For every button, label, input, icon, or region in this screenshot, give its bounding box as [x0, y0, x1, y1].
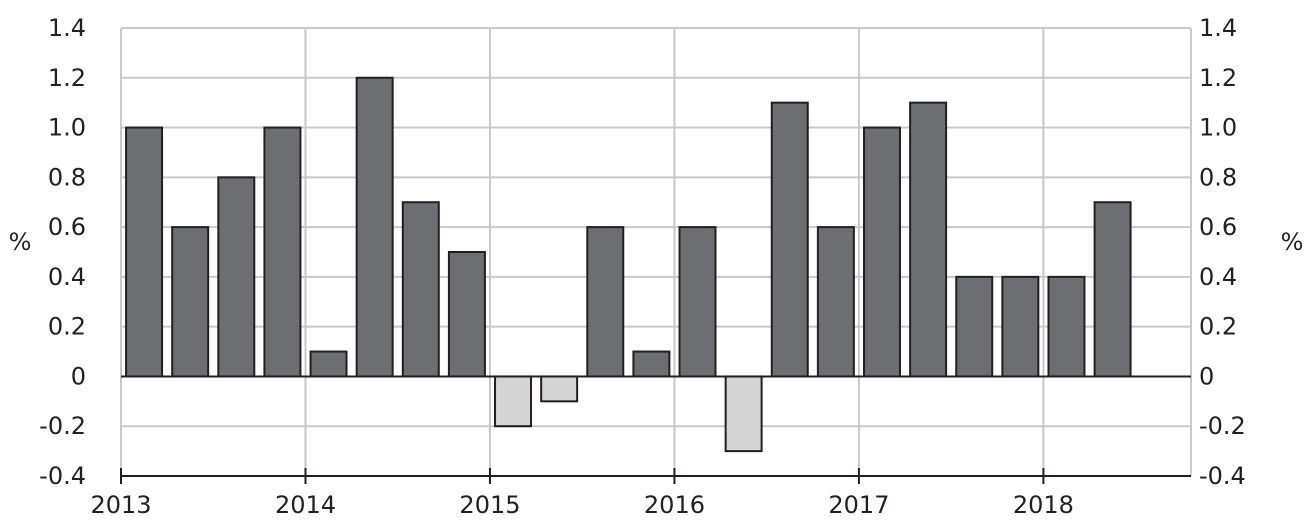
right-y-tick-label: 0	[1199, 362, 1214, 390]
left-y-tick-label: 0	[71, 362, 86, 390]
left-y-tick-label: -0.4	[39, 462, 86, 490]
x-tick-label: 2015	[459, 491, 520, 519]
x-tick-label: 2017	[828, 491, 889, 519]
right-y-tick-label: -0.2	[1199, 412, 1246, 440]
bar-2013-q1	[125, 126, 164, 378]
x-tick-label: 2016	[644, 491, 705, 519]
bar-2017-q4	[1001, 275, 1040, 378]
right-y-tick-label: 1.2	[1199, 64, 1237, 92]
bar-2017-q3	[955, 275, 994, 378]
bar-2013-q2	[171, 226, 210, 378]
bar-2017-q2	[909, 101, 948, 378]
right-y-tick-label: 0.4	[1199, 263, 1237, 291]
right-y-axis-unit: %	[1281, 228, 1304, 256]
bar-2016-q4	[816, 226, 855, 378]
bar-2015-q2	[540, 375, 579, 403]
bar-2016-q1	[678, 226, 717, 378]
bar-2016-q2	[724, 375, 763, 453]
right-y-tick-label: 1.0	[1199, 114, 1237, 142]
bar-2014-q1	[309, 350, 348, 378]
left-y-tick-label: 0.4	[48, 263, 86, 291]
bar-2015-q3	[586, 226, 625, 378]
axes	[120, 375, 1191, 484]
bar-2017-q1	[863, 126, 901, 378]
bar-2018-q2	[1093, 201, 1132, 378]
bar-2015-q1	[494, 375, 533, 428]
x-tick-label: 2013	[90, 491, 151, 519]
bar-2014-q3	[401, 201, 440, 378]
right-y-tick-labels: 1.4 1.2 1.0 0.8 0.6 0.4 0.2 0 -0.2 -0.4	[1199, 14, 1246, 490]
bars	[125, 76, 1132, 453]
left-y-tick-label: 1.2	[48, 64, 86, 92]
bar-2016-q3	[770, 101, 809, 378]
bar-2013-q3	[217, 176, 256, 378]
left-y-tick-label: 0.6	[48, 213, 86, 241]
bar-2013-q4	[263, 126, 302, 378]
left-y-tick-labels: 1.4 1.2 1.0 0.8 0.6 0.4 0.2 0 -0.2 -0.4	[39, 14, 86, 490]
bar-2015-q4	[632, 350, 671, 378]
x-tick-label: 2014	[275, 491, 336, 519]
left-y-tick-label: 0.8	[48, 163, 86, 191]
left-y-tick-label: 1.4	[48, 14, 86, 42]
left-y-tick-label: 1.0	[48, 114, 86, 142]
bar-2018-q1	[1047, 275, 1086, 378]
left-y-tick-label: 0.2	[48, 313, 86, 341]
left-y-tick-label: -0.2	[39, 412, 86, 440]
x-tick-labels: 2013 2014 2015 2016 2017 2018	[90, 491, 1073, 519]
right-y-tick-label: 0.2	[1199, 313, 1237, 341]
right-y-tick-label: 0.6	[1199, 213, 1237, 241]
bar-2014-q4	[447, 251, 486, 378]
right-y-tick-label: 1.4	[1199, 14, 1237, 42]
left-y-axis-unit: %	[9, 228, 32, 256]
right-y-tick-label: 0.8	[1199, 163, 1237, 191]
bar-2014-q2	[355, 76, 394, 378]
x-tick-label: 2018	[1013, 491, 1074, 519]
right-y-tick-label: -0.4	[1199, 462, 1246, 490]
